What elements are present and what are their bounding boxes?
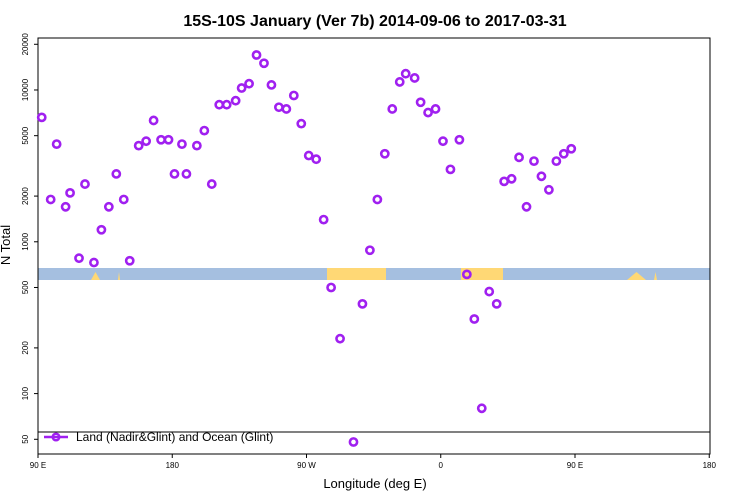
data-point-3 bbox=[62, 203, 69, 210]
data-point-1 bbox=[47, 196, 54, 203]
data-point-51 bbox=[424, 109, 431, 116]
x-tick-label-1: 180 bbox=[166, 461, 180, 470]
data-point-52 bbox=[432, 105, 439, 112]
chart-title: 15S-10S January (Ver 7b) 2014-09-06 to 2… bbox=[183, 13, 566, 30]
data-point-70 bbox=[568, 145, 575, 152]
data-point-24 bbox=[216, 101, 223, 108]
legend: Land (Nadir&Glint) and Ocean (Glint) bbox=[44, 430, 273, 444]
data-point-13 bbox=[135, 142, 142, 149]
data-point-7 bbox=[90, 259, 97, 266]
data-point-29 bbox=[253, 51, 260, 58]
y-tick-label-5: 2000 bbox=[21, 187, 30, 205]
x-tick-label-0: 90 E bbox=[30, 461, 46, 470]
data-point-27 bbox=[238, 84, 245, 91]
data-point-65 bbox=[530, 158, 537, 165]
data-point-2 bbox=[53, 141, 60, 148]
data-point-5 bbox=[75, 255, 82, 262]
data-point-47 bbox=[396, 78, 403, 85]
data-point-4 bbox=[66, 189, 73, 196]
data-point-18 bbox=[171, 170, 178, 177]
data-point-12 bbox=[126, 257, 133, 264]
data-points bbox=[38, 51, 575, 445]
land-band-0 bbox=[327, 268, 386, 280]
legend-label: Land (Nadir&Glint) and Ocean (Glint) bbox=[76, 430, 273, 444]
data-point-68 bbox=[553, 158, 560, 165]
data-point-55 bbox=[456, 136, 463, 143]
data-point-14 bbox=[143, 138, 150, 145]
data-point-42 bbox=[359, 300, 366, 307]
data-point-61 bbox=[501, 178, 508, 185]
data-point-53 bbox=[439, 138, 446, 145]
data-point-6 bbox=[81, 180, 88, 187]
data-point-19 bbox=[178, 141, 185, 148]
data-point-31 bbox=[268, 81, 275, 88]
data-point-45 bbox=[381, 150, 388, 157]
data-point-11 bbox=[120, 196, 127, 203]
y-tick-label-8: 20000 bbox=[21, 33, 30, 56]
data-point-30 bbox=[260, 60, 267, 67]
data-point-38 bbox=[320, 216, 327, 223]
plot-area bbox=[38, 38, 710, 454]
x-tick-label-2: 90 W bbox=[297, 461, 316, 470]
data-point-49 bbox=[411, 74, 418, 81]
axes: 90 E 180 90 W 0 90 E 180 50 100 200 500 1000 2000 50… bbox=[21, 33, 716, 470]
y-tick-label-1: 100 bbox=[21, 386, 30, 400]
data-point-32 bbox=[275, 104, 282, 111]
data-point-22 bbox=[201, 127, 208, 134]
y-tick-label-2: 200 bbox=[21, 341, 30, 355]
data-point-28 bbox=[245, 80, 252, 87]
data-point-50 bbox=[417, 99, 424, 106]
data-point-39 bbox=[328, 284, 335, 291]
plot-frame bbox=[38, 38, 710, 454]
data-point-34 bbox=[290, 92, 297, 99]
data-point-64 bbox=[523, 203, 530, 210]
data-point-58 bbox=[478, 405, 485, 412]
y-tick-label-6: 5000 bbox=[21, 126, 30, 144]
data-point-36 bbox=[305, 152, 312, 159]
y-tick-label-3: 500 bbox=[21, 280, 30, 294]
data-point-43 bbox=[366, 247, 373, 254]
y-tick-label-4: 1000 bbox=[21, 232, 30, 250]
data-point-8 bbox=[98, 226, 105, 233]
data-point-26 bbox=[232, 97, 239, 104]
data-point-33 bbox=[283, 105, 290, 112]
data-point-10 bbox=[113, 170, 120, 177]
data-point-23 bbox=[208, 180, 215, 187]
data-point-35 bbox=[298, 120, 305, 127]
data-point-63 bbox=[515, 154, 522, 161]
x-axis-label: Longitude (deg E) bbox=[323, 476, 426, 491]
x-tick-label-4: 90 E bbox=[567, 461, 583, 470]
data-point-66 bbox=[538, 173, 545, 180]
data-point-41 bbox=[350, 438, 357, 445]
data-point-44 bbox=[374, 196, 381, 203]
data-point-67 bbox=[545, 186, 552, 193]
data-point-46 bbox=[389, 105, 396, 112]
x-tick-label-5: 180 bbox=[703, 461, 717, 470]
data-point-17 bbox=[165, 136, 172, 143]
y-axis-label: N Total bbox=[0, 225, 13, 265]
data-point-62 bbox=[508, 175, 515, 182]
data-point-37 bbox=[313, 156, 320, 163]
data-point-59 bbox=[486, 288, 493, 295]
data-point-48 bbox=[402, 70, 409, 77]
data-point-20 bbox=[183, 170, 190, 177]
data-point-9 bbox=[105, 203, 112, 210]
data-point-69 bbox=[560, 150, 567, 157]
data-point-57 bbox=[471, 315, 478, 322]
x-tick-label-3: 0 bbox=[439, 461, 444, 470]
data-point-40 bbox=[336, 335, 343, 342]
y-tick-label-0: 50 bbox=[21, 434, 30, 443]
data-point-25 bbox=[223, 101, 230, 108]
y-tick-label-7: 10000 bbox=[21, 78, 30, 101]
data-point-16 bbox=[157, 136, 164, 143]
data-point-15 bbox=[150, 117, 157, 124]
data-point-60 bbox=[493, 300, 500, 307]
data-point-0 bbox=[38, 114, 45, 121]
data-point-54 bbox=[447, 166, 454, 173]
data-point-21 bbox=[193, 142, 200, 149]
